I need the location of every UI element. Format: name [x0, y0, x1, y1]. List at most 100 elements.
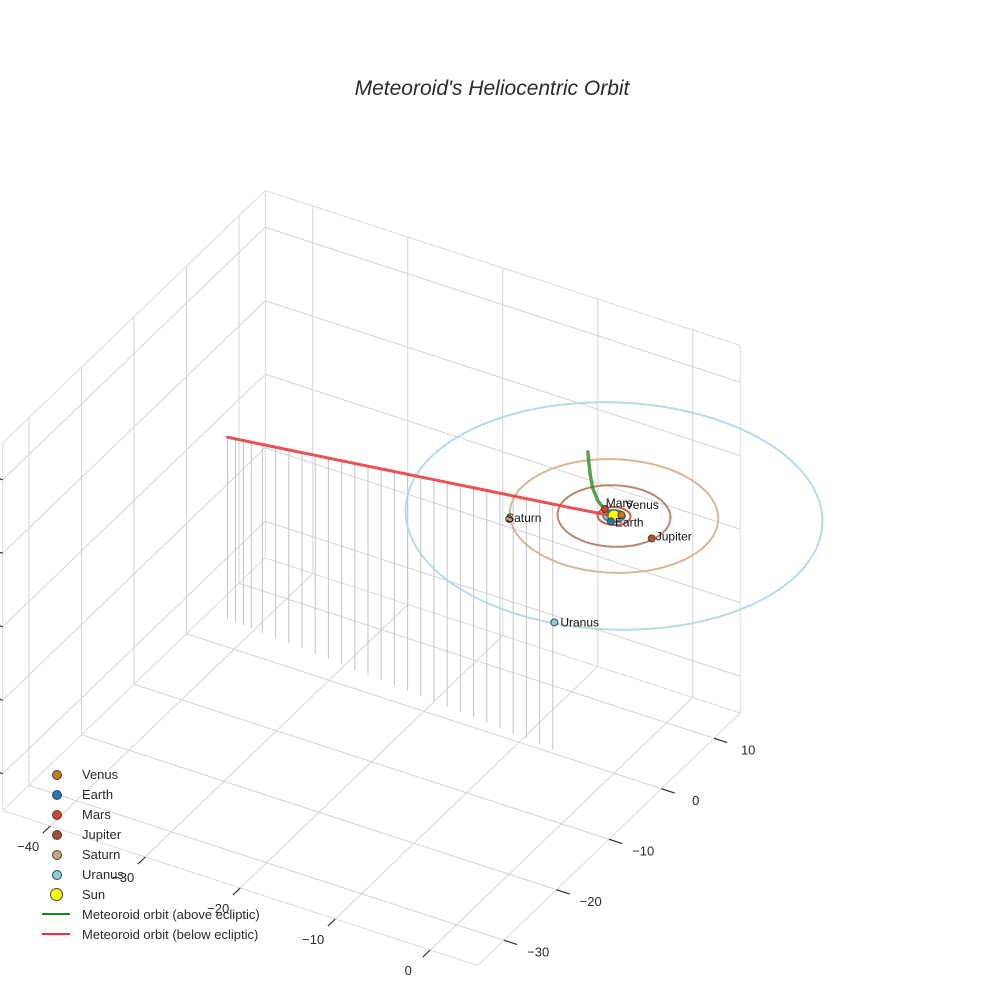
legend-label: Venus — [82, 766, 119, 782]
box-edge — [2, 190, 266, 444]
x-tick-label: −40 — [17, 839, 39, 854]
legend-marker — [52, 790, 62, 800]
legend-label: Jupiter — [82, 826, 122, 842]
planet-point-earth — [606, 517, 615, 526]
legend-symbol — [40, 864, 74, 884]
chart-title: Meteoroid's Heliocentric Orbit — [355, 77, 631, 100]
planet-points: Venus Earth Mars Jupiter Saturn Uranus — [505, 496, 692, 629]
x-tick — [232, 887, 241, 896]
gridline — [81, 734, 557, 891]
legend-item[interactable]: Jupiter — [40, 824, 260, 844]
legend-symbol — [40, 804, 74, 824]
y-tick — [556, 889, 570, 895]
gridline — [265, 226, 741, 383]
legend-marker — [52, 810, 62, 820]
legend: Venus Earth Mars Jupiter Saturn Uranus Sun Mete… — [40, 764, 260, 944]
x-tick — [137, 856, 146, 865]
orbit-uranus — [404, 401, 824, 631]
meteoroid-below-line — [226, 435, 616, 518]
legend-marker — [50, 888, 63, 901]
y-tick — [713, 737, 728, 744]
gridline — [2, 520, 266, 775]
x-tick-label: 0 — [405, 963, 412, 978]
legend-marker — [52, 850, 62, 860]
x-tick — [42, 825, 51, 834]
planet-point-venus — [617, 511, 626, 520]
gridline — [28, 784, 505, 941]
x-tick — [327, 918, 336, 927]
z-tick — [0, 551, 3, 554]
legend-item[interactable]: Meteoroid orbit (above ecliptic) — [40, 904, 260, 924]
legend-item[interactable]: Sun — [40, 884, 260, 904]
legend-marker — [52, 830, 62, 840]
y-tick — [608, 838, 623, 845]
legend-symbol — [40, 824, 74, 844]
z-tick — [0, 478, 3, 481]
planet-label-venus: Venus — [625, 498, 658, 512]
y-tick-label: −20 — [580, 894, 602, 909]
legend-marker — [52, 770, 62, 780]
y-tick-label: −30 — [527, 944, 549, 959]
planet-point-mars — [600, 504, 609, 513]
drop-lines — [227, 437, 554, 750]
legend-symbol — [40, 764, 74, 784]
planet-label-jupiter: Jupiter — [656, 529, 692, 543]
legend-marker — [42, 933, 70, 935]
gridline — [2, 447, 266, 701]
gridline — [133, 683, 610, 840]
planet-label-saturn: Saturn — [506, 511, 541, 525]
legend-item[interactable]: Venus — [40, 764, 260, 784]
planet-label-uranus: Uranus — [560, 615, 599, 629]
planet-label-mars: Mars — [606, 496, 633, 510]
legend-label: Earth — [82, 786, 114, 802]
box-edge — [265, 557, 741, 714]
planet-point-uranus — [550, 618, 559, 627]
legend-item[interactable]: Uranus — [40, 864, 260, 884]
z-tick — [0, 698, 3, 701]
legend-symbol — [40, 784, 74, 804]
y-tick-label: 0 — [692, 793, 699, 808]
y-tick — [661, 788, 675, 794]
gridline — [238, 582, 715, 739]
legend-label: Meteoroid orbit (below ecliptic) — [82, 926, 259, 942]
box-edge — [2, 557, 266, 811]
planet-point-jupiter — [647, 534, 656, 543]
orbit-jupiter — [556, 484, 672, 548]
legend-label: Sun — [82, 886, 106, 902]
legend-label: Mars — [82, 806, 111, 822]
gridline — [2, 373, 266, 628]
legend-item[interactable]: Saturn — [40, 844, 260, 864]
legend-item[interactable]: Earth — [40, 784, 260, 804]
gridline — [265, 373, 741, 530]
y-tick-label: 10 — [741, 742, 755, 757]
legend-symbol — [40, 884, 74, 904]
gridline — [265, 447, 741, 604]
legend-marker — [42, 913, 70, 915]
legend-item[interactable]: Meteoroid orbit (below ecliptic) — [40, 924, 260, 944]
planet-point-saturn — [505, 514, 514, 523]
legend-label: Meteoroid orbit (above ecliptic) — [82, 906, 260, 922]
legend-symbol — [40, 844, 74, 864]
legend-label: Saturn — [82, 846, 121, 862]
box-edge — [265, 190, 741, 346]
y-tick — [503, 939, 518, 946]
planet-label-earth: Earth — [615, 515, 644, 529]
legend-item[interactable]: Mars — [40, 804, 260, 824]
gridline — [2, 300, 266, 554]
x-tick-label: −10 — [302, 932, 324, 947]
legend-symbol — [40, 904, 74, 924]
x-tick-label: −20 — [207, 901, 229, 916]
orbit-mars — [596, 506, 632, 526]
x-tick — [422, 949, 431, 958]
gridline — [2, 226, 266, 481]
gridline — [265, 300, 741, 457]
orbit-saturn — [508, 458, 720, 574]
z-tick — [0, 625, 3, 628]
y-tick-label: −10 — [632, 843, 654, 858]
legend-symbol — [40, 924, 74, 944]
legend-marker — [52, 870, 62, 880]
gridline — [265, 520, 741, 677]
planet-orbits — [404, 401, 824, 631]
